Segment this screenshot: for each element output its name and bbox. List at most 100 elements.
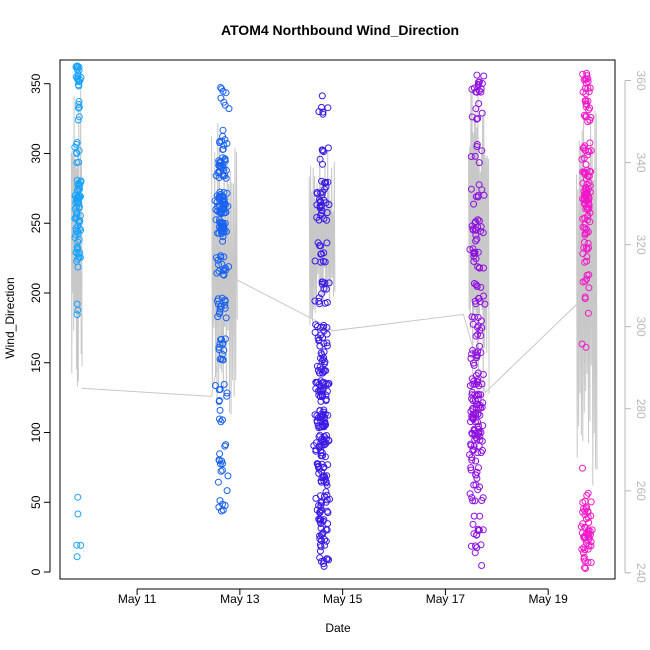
data-point	[315, 515, 323, 523]
secondary-line-layer	[70, 81, 598, 486]
data-point	[216, 450, 224, 458]
data-point	[215, 261, 222, 269]
y-tick-label: 200	[29, 283, 43, 303]
data-point	[468, 454, 476, 461]
data-point	[584, 309, 592, 317]
data-point	[468, 85, 476, 93]
data-point	[325, 380, 333, 387]
data-point	[320, 285, 328, 293]
data-point	[75, 158, 83, 166]
data-point	[467, 185, 475, 193]
data-point	[582, 79, 590, 87]
data-point	[219, 201, 227, 209]
data-point	[586, 188, 594, 196]
data-point	[477, 223, 485, 231]
data-point	[477, 541, 485, 549]
data-point	[471, 436, 479, 444]
data-point	[313, 214, 321, 221]
data-point	[581, 258, 589, 266]
data-point	[219, 339, 227, 347]
data-point	[217, 218, 225, 226]
x-axis: May 11 May 13 May 15 May 17 May 19	[118, 588, 568, 606]
data-point	[220, 380, 228, 388]
data-point	[221, 101, 229, 109]
data-point	[75, 103, 83, 111]
data-point	[74, 116, 82, 124]
secondary-y-tick-label: 260	[634, 481, 648, 501]
data-point	[319, 379, 327, 387]
x-axis-label: Date	[325, 621, 351, 635]
data-point	[75, 100, 83, 108]
data-point	[581, 564, 588, 571]
data-point	[314, 414, 322, 422]
data-point	[581, 191, 588, 199]
data-point	[581, 97, 589, 105]
data-point	[478, 324, 486, 332]
data-point	[316, 300, 323, 308]
data-point	[468, 395, 476, 403]
data-point	[473, 283, 481, 290]
data-point	[318, 460, 326, 468]
data-point	[467, 440, 475, 448]
data-point	[223, 189, 231, 197]
data-point	[74, 493, 82, 501]
data-point	[218, 457, 226, 465]
data-point	[318, 278, 326, 286]
data-point	[321, 258, 329, 266]
data-point	[468, 350, 476, 358]
data-point	[472, 332, 480, 340]
data-point	[476, 78, 483, 86]
data-point	[74, 63, 82, 71]
data-point	[580, 238, 588, 246]
data-point	[579, 179, 587, 187]
secondary-y-tick-label: 360	[634, 70, 648, 90]
data-point	[221, 442, 229, 450]
data-point	[585, 201, 593, 209]
data-point	[473, 71, 481, 79]
data-point	[323, 555, 331, 563]
data-point	[469, 245, 477, 253]
data-point	[77, 74, 85, 81]
secondary-line-spikes	[576, 110, 598, 486]
data-point	[73, 300, 81, 308]
data-point	[473, 380, 480, 388]
data-point	[74, 199, 82, 207]
data-point	[322, 183, 330, 191]
data-point	[466, 246, 474, 253]
data-point	[319, 108, 327, 116]
data-point	[317, 502, 325, 510]
data-point	[474, 314, 482, 321]
data-point	[471, 152, 479, 160]
data-point	[322, 488, 330, 496]
data-point	[75, 104, 82, 112]
x-tick-label: May 15	[323, 592, 363, 606]
data-point	[477, 332, 485, 340]
data-point	[219, 154, 227, 162]
data-point	[215, 397, 223, 405]
x-tick-label: May 11	[118, 592, 157, 606]
secondary-line-spikes	[211, 122, 238, 415]
data-point	[219, 416, 226, 424]
data-point	[477, 227, 484, 235]
data-point	[587, 498, 595, 506]
data-point	[475, 464, 482, 472]
data-point	[580, 555, 588, 563]
data-point	[324, 144, 332, 152]
data-point	[218, 260, 226, 268]
data-point	[316, 342, 324, 350]
data-point	[316, 431, 324, 439]
data-point	[580, 533, 588, 541]
data-point	[75, 113, 83, 121]
data-point	[223, 487, 231, 495]
data-point	[318, 391, 326, 398]
data-point	[221, 502, 229, 509]
data-point	[585, 200, 592, 208]
y-tick-label: 150	[29, 352, 43, 372]
data-point	[323, 507, 331, 515]
data-point	[219, 466, 226, 474]
data-point	[215, 386, 223, 394]
data-point	[317, 198, 325, 206]
data-point	[315, 391, 323, 399]
data-point	[478, 147, 486, 155]
